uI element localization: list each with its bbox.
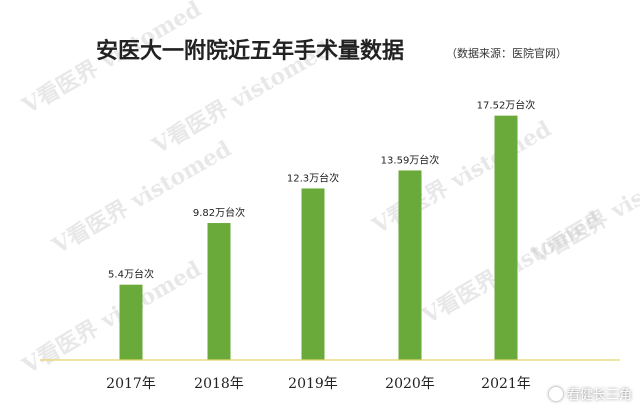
bar-2019年 — [301, 188, 325, 360]
wechat-icon — [548, 386, 563, 401]
x-tick-label: 2021年 — [481, 376, 531, 392]
bar-2017年 — [119, 284, 143, 360]
data-label: 17.52万台次 — [477, 99, 536, 112]
data-label: 12.3万台次 — [287, 171, 339, 184]
data-label: 9.82万台次 — [193, 206, 245, 219]
corner-badge: 看健长三角 — [548, 384, 632, 403]
data-label: 13.59万台次 — [381, 153, 440, 166]
x-tick-label: 2020年 — [385, 376, 435, 392]
x-tick-label: 2017年 — [106, 376, 156, 392]
bar-2020年 — [398, 170, 422, 360]
data-label: 5.4万台次 — [108, 268, 154, 281]
bar-2018年 — [207, 223, 231, 360]
x-tick-label: 2019年 — [288, 376, 338, 392]
x-tick-label: 2018年 — [194, 376, 244, 392]
corner-badge-label: 看健长三角 — [566, 388, 632, 403]
chart-title: 安医大一附院近五年手术量数据 — [96, 38, 404, 64]
bar-2021年 — [494, 115, 518, 360]
chart-subtitle: （数据来源：医院官网） — [446, 46, 567, 60]
